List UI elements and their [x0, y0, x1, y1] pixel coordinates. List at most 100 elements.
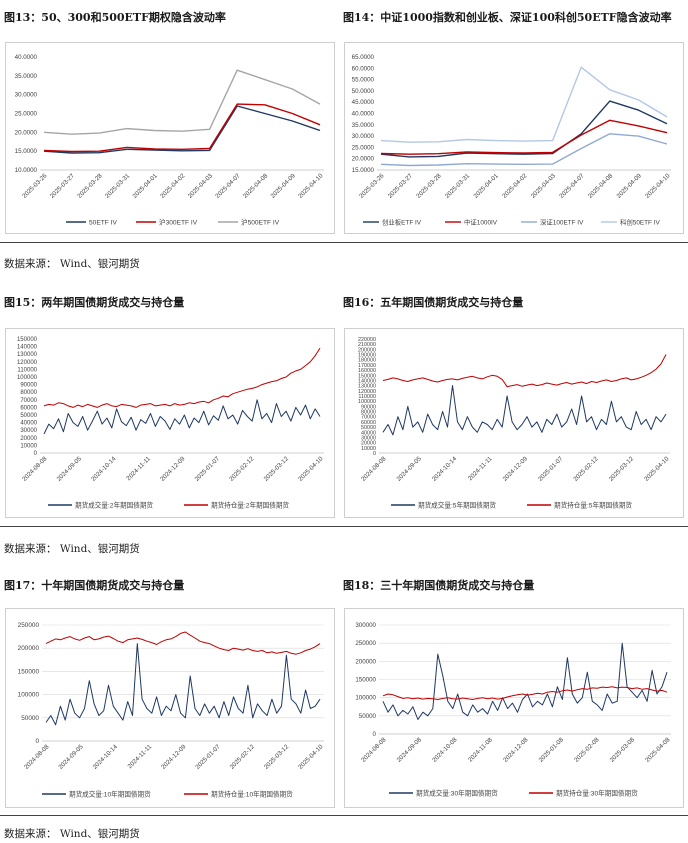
y-tick-label: 180000: [358, 358, 376, 364]
divider-1: [0, 242, 688, 243]
y-tick-label: 90000: [20, 383, 37, 389]
x-tick-label: 2024-09-05: [395, 455, 423, 483]
y-tick-label: 120000: [358, 389, 376, 395]
y-tick-label: 35.0000: [352, 122, 375, 129]
y-tick-label: 150000: [18, 668, 40, 675]
series-line-3: [380, 133, 668, 167]
x-tick-label: 2025-03-28: [415, 172, 443, 200]
y-tick-label: 90000: [361, 404, 376, 410]
x-tick-label: 2024-09-05: [56, 455, 84, 483]
y-tick-label: 0: [373, 451, 376, 457]
x-tick-label: 2025-03-12: [263, 743, 291, 771]
x-tick-label: 2025-02-12: [572, 455, 600, 483]
legend-label-1: 期货成交量:30年期国债期货: [416, 788, 498, 797]
legend-label-2: 沪300ETF IV: [159, 217, 198, 226]
x-tick-label: 2025-04-01: [472, 172, 500, 200]
y-tick-label: 50000: [21, 715, 39, 722]
legend-label-4: 科创50ETF IV: [620, 217, 661, 226]
x-tick-label: 2024-11-11: [126, 743, 153, 770]
x-tick-label: 2024-12-09: [502, 455, 530, 483]
x-tick-label: 2024-08-08: [21, 455, 49, 483]
x-tick-label: 2025-04-02: [501, 172, 529, 200]
x-tick-label: 2025-04-09: [269, 172, 297, 200]
chart-panel-14: 15.0000 20.0000 25.0000 30.0000 35.0000 40.00…: [344, 42, 684, 234]
y-tick-label: 210000: [358, 342, 376, 348]
x-tick-label: 2024-11-08: [467, 736, 494, 763]
x-tick-label: 2024-10-14: [431, 455, 459, 483]
y-tick-label: 220000: [358, 337, 376, 343]
x-tick-label: 2024-11-11: [125, 455, 152, 482]
legend-label-2: 期货持仓量:2年期国债期货: [211, 500, 289, 509]
y-tick-label: 170000: [358, 363, 376, 369]
y-tick-label: 300000: [355, 622, 376, 629]
chart-14: 15.0000 20.0000 25.0000 30.0000 35.0000 40.00…: [352, 54, 672, 226]
x-tick-label: 2025-01-07: [194, 455, 222, 483]
x-tick-label: 2025-04-10: [297, 743, 325, 771]
divider-2: [0, 526, 688, 527]
x-tick-label: 2024-10-08: [431, 736, 459, 764]
series-line-1: [45, 643, 321, 726]
y-tick-label: 60000: [361, 420, 376, 426]
y-tick-label: 80000: [361, 410, 376, 416]
series-line-4: [380, 66, 668, 143]
chart-17: 0 50000 100000 150000 200000 250000 2024-08-08…: [18, 622, 325, 798]
y-tick-label: 250000: [355, 640, 376, 647]
y-tick-label: 160000: [358, 368, 376, 374]
x-tick-label: 2025-04-10: [297, 455, 325, 483]
y-tick-label: 130000: [358, 384, 376, 390]
x-tick-label: 2025-04-10: [297, 172, 325, 200]
figure-15-title: 图15：两年期国债期货成交与持仓量: [4, 296, 185, 309]
chart-16: 0100002000030000400005000060000700008000…: [358, 337, 671, 509]
series-line-2: [45, 631, 321, 655]
x-tick-label: 2024-08-08: [360, 736, 388, 764]
y-tick-label: 100000: [18, 692, 40, 699]
chart-panel-17: 0 50000 100000 150000 200000 250000 2024-08-08…: [5, 608, 335, 808]
legend-label-2: 期货持仓量:30年期国债期货: [556, 788, 638, 797]
x-tick-label: 2025-04-10: [643, 455, 671, 483]
series-line-2: [382, 686, 668, 700]
y-tick-label: 15.0000: [352, 167, 375, 174]
legend-label-2: 期货持仓量:10年期国债期货: [211, 789, 293, 798]
chart-13: 10.0000 15.0000 20.0000 25.0000 30.0000 35.00…: [15, 54, 325, 226]
figure-14-title: 图14：中证1000指数和创业板、深证100科创50ETF隐含波动率: [343, 11, 672, 24]
x-tick-label: 2025-04-09: [615, 172, 643, 200]
series-line-3: [43, 69, 321, 135]
source-note-2: 数据来源： Wind、银河期货: [4, 543, 140, 555]
y-tick-label: 10.0000: [15, 167, 38, 174]
figure-13-title: 图13：50、300和500ETF期权隐含波动率: [4, 11, 226, 24]
y-tick-label: 10000: [20, 443, 37, 449]
x-tick-label: 2024-08-08: [360, 455, 388, 483]
y-tick-label: 15.0000: [15, 148, 38, 155]
x-tick-label: 2025-04-01: [131, 172, 159, 200]
y-tick-label: 110000: [358, 394, 376, 400]
y-tick-label: 60000: [20, 405, 37, 411]
x-tick-label: 2025-03-26: [21, 172, 49, 200]
x-tick-label: 2025-02-12: [229, 743, 257, 771]
y-tick-label: 20000: [361, 441, 376, 447]
chart-panel-13: 10.0000 15.0000 20.0000 25.0000 30.0000 35.00…: [5, 42, 335, 234]
y-tick-label: 65.0000: [352, 54, 375, 61]
y-tick-label: 200000: [18, 645, 40, 652]
x-tick-label: 2025-02-08: [573, 736, 601, 764]
y-tick-label: 30000: [20, 428, 37, 434]
y-tick-label: 150000: [358, 373, 376, 379]
x-tick-label: 2025-03-28: [76, 172, 104, 200]
x-tick-label: 2025-04-08: [644, 736, 672, 764]
y-tick-label: 100000: [358, 399, 376, 405]
legend-label-1: 50ETF IV: [89, 219, 117, 226]
y-tick-label: 25.0000: [15, 111, 38, 118]
y-tick-label: 70000: [361, 415, 376, 421]
x-tick-label: 2025-01-08: [538, 736, 566, 764]
y-tick-label: 0: [373, 731, 377, 738]
source-note-1: 数据来源： Wind、银河期货: [4, 258, 140, 270]
y-tick-label: 30000: [361, 435, 376, 441]
x-tick-label: 2025-03-31: [104, 172, 132, 200]
y-tick-label: 0: [34, 451, 38, 457]
x-tick-label: 2024-12-09: [160, 743, 188, 771]
y-tick-label: 130000: [17, 352, 38, 358]
y-tick-label: 140000: [358, 378, 376, 384]
y-tick-label: 50000: [361, 425, 376, 431]
y-tick-label: 40.0000: [352, 111, 375, 118]
y-tick-label: 20.0000: [15, 129, 38, 136]
series-line-2: [380, 119, 668, 155]
